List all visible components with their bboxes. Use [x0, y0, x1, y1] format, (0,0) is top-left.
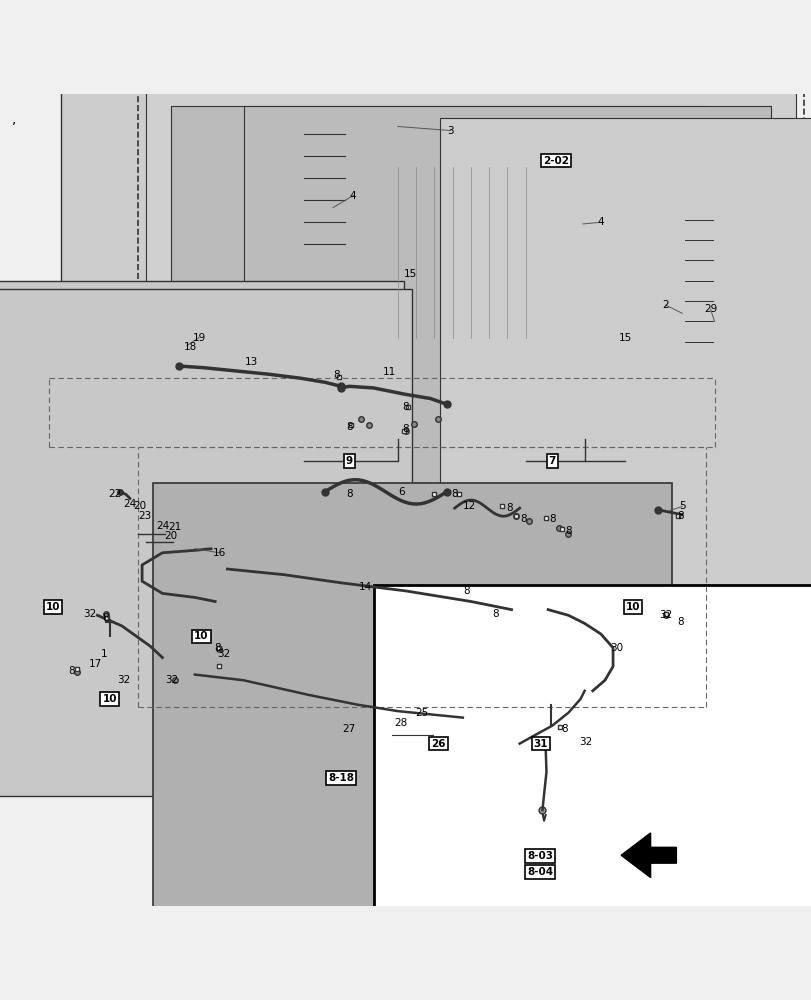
Text: 32: 32: [83, 609, 96, 619]
Circle shape: [342, 753, 355, 766]
Text: 25: 25: [415, 708, 428, 718]
Text: 15: 15: [403, 269, 416, 279]
Polygon shape: [681, 187, 697, 362]
Text: 32: 32: [217, 649, 230, 659]
Text: 10: 10: [102, 694, 117, 704]
Text: 8: 8: [451, 489, 457, 499]
Text: 8-04: 8-04: [526, 867, 552, 877]
Text: 16: 16: [212, 548, 225, 558]
Polygon shape: [122, 624, 146, 685]
FancyBboxPatch shape: [0, 281, 403, 787]
Text: 8: 8: [345, 489, 352, 499]
Text: 8-03: 8-03: [526, 851, 552, 861]
Text: 8: 8: [520, 514, 526, 524]
Text: 8: 8: [560, 724, 567, 734]
Text: 8: 8: [333, 370, 340, 380]
Text: 9: 9: [345, 456, 352, 466]
Polygon shape: [288, 702, 338, 770]
Text: ,: ,: [12, 112, 16, 126]
Polygon shape: [681, 187, 714, 200]
Polygon shape: [288, 702, 365, 717]
Text: 8: 8: [402, 402, 409, 412]
Text: 2: 2: [662, 300, 668, 310]
Circle shape: [538, 725, 562, 749]
Text: 8: 8: [548, 514, 555, 524]
FancyBboxPatch shape: [61, 37, 592, 557]
Polygon shape: [550, 804, 582, 869]
FancyBboxPatch shape: [152, 483, 672, 990]
Text: 10: 10: [625, 602, 640, 612]
FancyBboxPatch shape: [146, 0, 795, 589]
Text: 3: 3: [447, 126, 453, 136]
Text: 20: 20: [164, 531, 177, 541]
Text: 11: 11: [383, 367, 396, 377]
FancyBboxPatch shape: [170, 106, 706, 618]
Polygon shape: [69, 624, 122, 685]
Text: 4: 4: [597, 217, 603, 227]
Text: 24: 24: [123, 499, 136, 509]
Polygon shape: [338, 702, 365, 770]
Text: 4: 4: [350, 191, 356, 201]
Polygon shape: [620, 833, 676, 878]
Polygon shape: [300, 102, 337, 281]
Text: 29: 29: [703, 304, 716, 314]
Text: 12: 12: [462, 501, 475, 511]
Text: 26: 26: [431, 739, 445, 749]
Text: 8: 8: [506, 503, 513, 513]
FancyBboxPatch shape: [440, 118, 811, 634]
Text: 14: 14: [358, 582, 371, 592]
Text: 28: 28: [394, 718, 407, 728]
Polygon shape: [697, 187, 714, 362]
Text: 27: 27: [342, 724, 355, 734]
Polygon shape: [69, 624, 146, 636]
Circle shape: [318, 753, 331, 766]
FancyBboxPatch shape: [243, 106, 770, 618]
Text: 21: 21: [168, 522, 181, 532]
Polygon shape: [501, 804, 582, 817]
Text: 13: 13: [245, 357, 258, 367]
Text: 23: 23: [138, 511, 151, 521]
Text: 6: 6: [398, 487, 405, 497]
Text: 8: 8: [463, 586, 470, 596]
Text: 8: 8: [345, 422, 352, 432]
Polygon shape: [501, 804, 550, 869]
Text: 31: 31: [533, 739, 547, 749]
Text: 8: 8: [402, 424, 409, 434]
Text: 32: 32: [659, 610, 672, 620]
Circle shape: [294, 753, 307, 766]
Text: 7: 7: [547, 456, 556, 466]
Text: 2-02: 2-02: [543, 156, 569, 166]
Text: 8: 8: [68, 666, 75, 676]
Text: 8: 8: [676, 511, 683, 521]
Text: 32: 32: [117, 675, 130, 685]
Text: 18: 18: [184, 342, 197, 352]
FancyBboxPatch shape: [0, 289, 411, 796]
Text: 32: 32: [165, 675, 178, 685]
Text: 8-18: 8-18: [328, 773, 354, 783]
Text: 17: 17: [89, 659, 102, 669]
Text: 24: 24: [156, 521, 169, 531]
Text: 30: 30: [610, 643, 623, 653]
Text: 10: 10: [45, 602, 60, 612]
Text: 8: 8: [564, 526, 571, 536]
Text: 8: 8: [102, 613, 109, 623]
Polygon shape: [300, 102, 361, 143]
Text: 22: 22: [109, 489, 122, 499]
Text: 15: 15: [618, 333, 631, 343]
Text: 32: 32: [579, 737, 592, 747]
Text: 8: 8: [214, 643, 221, 653]
Text: 8: 8: [676, 617, 683, 627]
FancyBboxPatch shape: [373, 585, 811, 1000]
Polygon shape: [337, 102, 361, 273]
Text: 1: 1: [101, 649, 107, 659]
Text: 8: 8: [491, 609, 498, 619]
Text: 19: 19: [192, 333, 205, 343]
Text: 10: 10: [194, 631, 208, 641]
Text: 5: 5: [678, 501, 684, 511]
Text: 20: 20: [133, 501, 146, 511]
